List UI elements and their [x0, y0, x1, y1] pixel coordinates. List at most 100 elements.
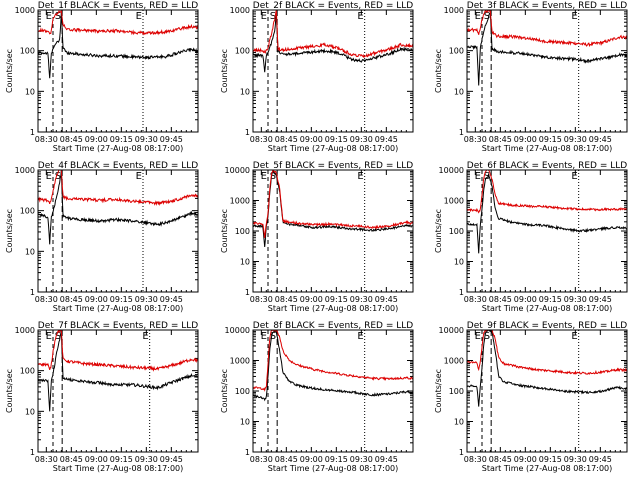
panel-title: Det_3f BLACK = Events, RED = LLD	[467, 1, 627, 11]
y-axis-label: Counts/sec	[220, 369, 229, 413]
x-tick-label: 09:30	[135, 295, 158, 304]
x-tick-label: 09:45	[160, 295, 183, 304]
x-axis-label: Start Time (27-Aug-08 08:17:00)	[53, 304, 184, 313]
x-tick-label: 09:30	[564, 455, 587, 464]
y-tick-label: 1	[30, 448, 35, 457]
y-tick-label: 100	[449, 227, 464, 236]
interval-marker-label: E	[46, 11, 52, 22]
x-axis-label: Start Time (27-Aug-08 08:17:00)	[53, 464, 184, 473]
x-tick-label: 08:30	[250, 135, 273, 144]
x-axis-label: Start Time (27-Aug-08 08:17:00)	[268, 144, 399, 153]
series-events-line	[253, 14, 413, 73]
x-tick-label: 09:30	[564, 295, 587, 304]
y-tick-label: 1000	[444, 357, 464, 366]
y-tick-label: 1	[459, 448, 464, 457]
x-tick-label: 09:15	[325, 455, 348, 464]
y-tick-label: 1	[30, 288, 35, 297]
x-tick-label: 09:45	[589, 455, 612, 464]
interval-marker-label: E	[571, 331, 577, 342]
series-events-line	[467, 330, 627, 407]
y-axis-label: Counts/sec	[5, 209, 14, 253]
y-tick-label: 100	[235, 47, 250, 56]
detector-panel-3: Det_3f BLACK = Events, RED = LLD 1 10 100 10…	[434, 1, 628, 153]
plot-frame	[466, 9, 628, 133]
y-tick-label: 1000	[230, 357, 250, 366]
y-tick-label: 100	[20, 47, 35, 56]
plot-frame	[252, 329, 414, 453]
interval-marker-label: E	[475, 171, 481, 182]
y-tick-label: 1000	[15, 6, 35, 15]
x-tick-label: 09:00	[85, 455, 108, 464]
x-axis-label: Start Time (27-Aug-08 08:17:00)	[482, 304, 613, 313]
y-tick-label: 1000	[230, 6, 250, 15]
interval-marker-label: S	[55, 171, 61, 182]
y-tick-label: 1	[245, 128, 250, 137]
interval-marker-label: S	[484, 331, 490, 342]
interval-marker-label: E	[46, 171, 52, 182]
y-tick-label: 10	[454, 87, 464, 96]
y-tick-label: 1000	[230, 197, 250, 206]
y-axis-label: Counts/sec	[220, 209, 229, 253]
panel-title: Det_2f BLACK = Events, RED = LLD	[253, 1, 413, 11]
x-tick-label: 09:00	[300, 135, 323, 144]
series-events-line	[467, 12, 627, 86]
series-lld-line	[253, 170, 413, 238]
interval-marker-label: E	[261, 11, 267, 22]
x-axis-label: Start Time (27-Aug-08 08:17:00)	[268, 464, 399, 473]
y-tick-label: 10000	[439, 326, 464, 335]
detector-panel-6: Det_6f BLACK = Events, RED = LLD 1 10 100 10…	[434, 161, 628, 313]
series-lld-line	[38, 170, 198, 206]
x-tick-label: 09:15	[539, 135, 562, 144]
x-tick-label: 09:30	[350, 455, 373, 464]
x-axis-label: Start Time (27-Aug-08 08:17:00)	[482, 464, 613, 473]
x-tick-label: 09:00	[514, 135, 537, 144]
y-tick-label: 100	[449, 47, 464, 56]
interval-marker-label: E	[136, 171, 142, 182]
series-lld-line	[467, 10, 627, 48]
x-tick-label: 09:45	[375, 455, 398, 464]
x-tick-label: 09:00	[85, 295, 108, 304]
y-tick-label: 10	[25, 247, 35, 256]
plot-frame	[37, 9, 199, 133]
y-axis-label: Counts/sec	[434, 49, 443, 93]
y-tick-label: 1	[459, 128, 464, 137]
y-tick-label: 10	[240, 87, 250, 96]
x-axis-label: Start Time (27-Aug-08 08:17:00)	[482, 144, 613, 153]
interval-marker-label: E	[571, 11, 577, 22]
interval-marker-label: S	[270, 331, 276, 342]
x-tick-label: 09:45	[160, 135, 183, 144]
x-tick-label: 09:45	[160, 455, 183, 464]
y-tick-label: 1000	[444, 197, 464, 206]
x-tick-label: 08:45	[275, 455, 298, 464]
interval-marker-label: E	[357, 171, 363, 182]
plot-frame	[252, 169, 414, 293]
interval-marker-label: E	[357, 11, 363, 22]
series-events-line	[38, 12, 198, 79]
x-tick-label: 09:00	[300, 455, 323, 464]
interval-marker-label: S	[55, 331, 61, 342]
x-tick-label: 09:15	[110, 135, 133, 144]
interval-marker-label: E	[46, 331, 52, 342]
panel-title: Det_9f BLACK = Events, RED = LLD	[467, 321, 627, 331]
detector-panel-8: Det_8f BLACK = Events, RED = LLD 1 10 100 10…	[220, 321, 414, 473]
detector-panel-5: Det_5f BLACK = Events, RED = LLD 1 10 100 10…	[220, 161, 414, 313]
series-events-line	[38, 170, 198, 245]
panel-title: Det_6f BLACK = Events, RED = LLD	[467, 161, 627, 171]
x-tick-label: 09:00	[85, 135, 108, 144]
x-tick-label: 08:30	[464, 135, 487, 144]
series-lld-line	[467, 170, 627, 214]
x-tick-label: 08:45	[60, 295, 83, 304]
x-tick-label: 08:30	[250, 455, 273, 464]
interval-marker-label: E	[136, 11, 142, 22]
interval-marker-label: E	[261, 331, 267, 342]
plot-frame	[252, 9, 414, 133]
x-tick-label: 09:45	[589, 135, 612, 144]
y-tick-label: 1000	[15, 166, 35, 175]
series-lld-line	[253, 10, 413, 59]
y-tick-label: 10	[25, 407, 35, 416]
y-axis-label: Counts/sec	[5, 49, 14, 93]
y-tick-label: 1	[245, 448, 250, 457]
x-tick-label: 09:45	[375, 295, 398, 304]
x-tick-label: 09:45	[375, 135, 398, 144]
interval-marker-label: S	[270, 171, 276, 182]
